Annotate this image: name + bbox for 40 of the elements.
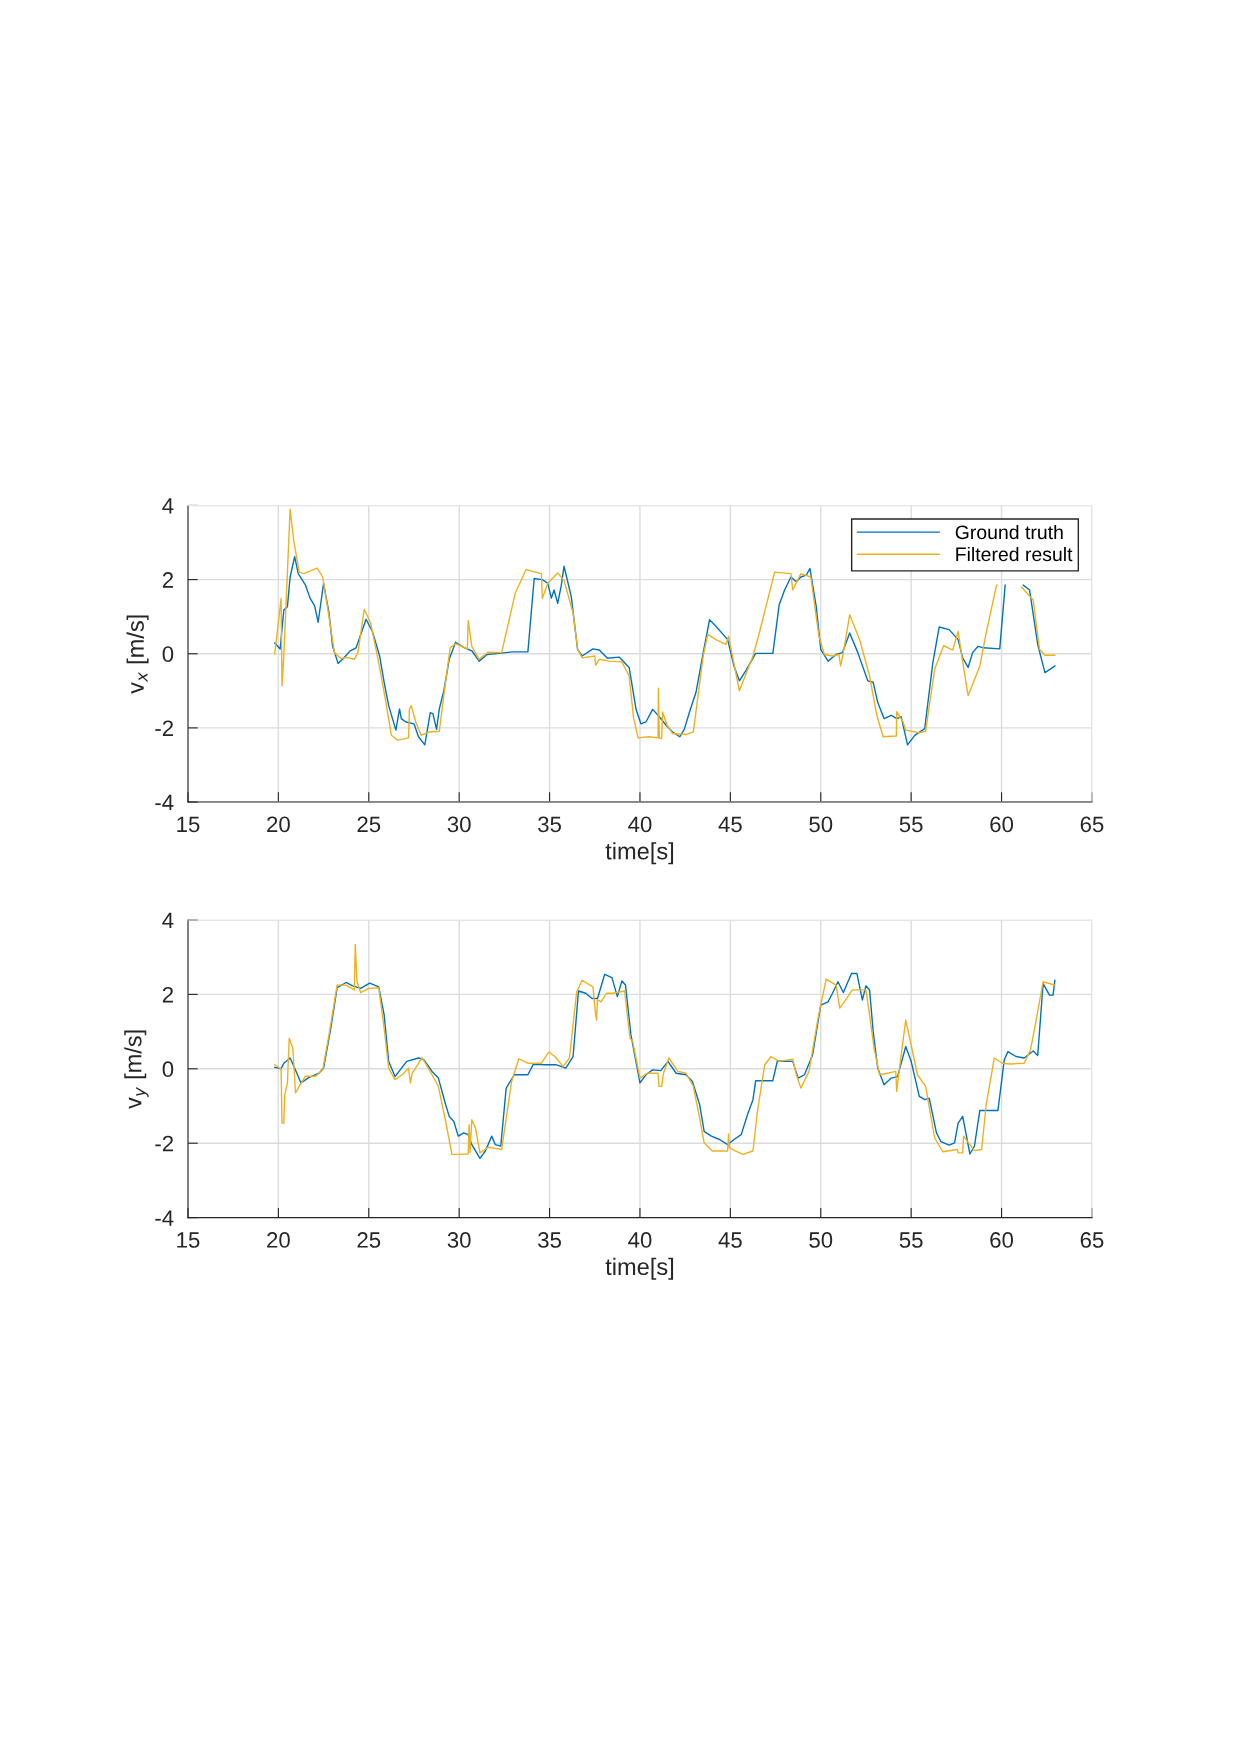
x-tick-label: 65: [1080, 816, 1104, 833]
x-tick-label: 50: [809, 1232, 833, 1248]
y-tick-label: 2: [162, 986, 173, 1003]
x-tick-label: 35: [538, 1232, 561, 1248]
y-tick-label: 2: [162, 572, 173, 588]
y-tick-label: 0: [162, 1061, 174, 1078]
x-axis-title: time[s]: [605, 1257, 674, 1280]
legend-label: Filtered result: [956, 546, 1073, 562]
y-tick-label: -4: [155, 1210, 174, 1226]
x-tick-label: 15: [177, 816, 200, 833]
x-tick-label: 20: [267, 816, 290, 833]
x-tick-label: 25: [357, 816, 381, 833]
x-tick-label: 15: [177, 1232, 200, 1248]
x-tick-label: 55: [899, 816, 923, 833]
x-tick-label: 60: [990, 816, 1014, 833]
y-tick-label: -4: [155, 794, 174, 811]
x-tick-label: 30: [447, 816, 471, 833]
x-tick-label: 30: [447, 1232, 471, 1248]
x-tick-label: 55: [899, 1232, 923, 1248]
y-tick-label: -2: [155, 720, 173, 736]
x-axis-title: time[s]: [605, 842, 674, 865]
x-tick-label: 20: [267, 1232, 290, 1248]
x-tick-label: 40: [628, 1232, 652, 1248]
line-series: [274, 943, 1056, 1156]
y-axis-title: v$_{x}$ [m/s]: [126, 615, 149, 694]
x-tick-label: 60: [990, 1232, 1014, 1248]
y-tick-label: 0: [162, 646, 174, 663]
y-tick-label: 4: [162, 912, 174, 929]
x-tick-label: 25: [357, 1232, 381, 1248]
x-tick-label: 45: [718, 816, 742, 833]
y-axis-title: v$_{y}$ [m/s]: [124, 1030, 149, 1109]
legend-label: Ground truth: [955, 524, 1063, 540]
y-tick-label: 4: [162, 498, 174, 514]
x-tick-label: 50: [809, 816, 833, 833]
x-tick-label: 45: [718, 1232, 742, 1248]
y-tick-label: -2: [155, 1135, 173, 1152]
x-tick-label: 40: [628, 816, 652, 833]
x-tick-label: 35: [538, 816, 561, 833]
line-series: [274, 972, 1056, 1160]
x-tick-label: 65: [1080, 1232, 1104, 1248]
